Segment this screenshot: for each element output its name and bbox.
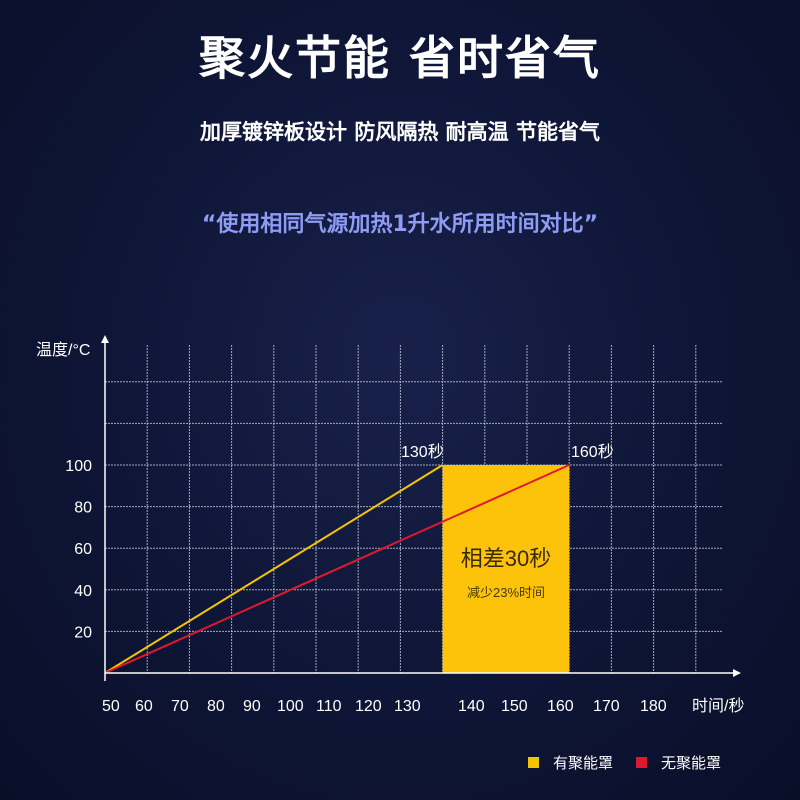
yellow-swatch-icon <box>528 757 539 768</box>
x-tick-label: 160 <box>547 698 574 715</box>
y-tick-label: 80 <box>74 500 92 517</box>
x-tick-label: 170 <box>593 698 620 715</box>
legend-item-without-cover: 无聚能罩 <box>636 752 721 773</box>
x-tick-label: 120 <box>355 698 382 715</box>
comparison-caption: “使用相同气源加热1升水所用时间对比” <box>201 212 599 237</box>
x-axis-arrow-icon <box>733 669 741 677</box>
yellow-end-label: 130秒 <box>401 443 444 461</box>
y-tick-label: 60 <box>74 541 92 558</box>
page-title: 聚火节能 省时省气 <box>198 31 601 85</box>
red-swatch-icon <box>636 757 647 768</box>
x-tick-label: 70 <box>171 698 189 715</box>
grid <box>105 345 722 673</box>
legend-item-with-cover: 有聚能罩 <box>528 752 613 773</box>
legend-label: 无聚能罩 <box>661 754 722 772</box>
difference-main-label: 相差30秒 <box>461 546 551 571</box>
x-tick-label: 80 <box>207 698 225 715</box>
axes <box>101 335 741 681</box>
x-tick-label: 150 <box>501 698 528 715</box>
x-tick-label: 90 <box>243 698 261 715</box>
series-line-with-cover <box>104 464 444 674</box>
y-tick-labels: 20 40 60 80 100 <box>65 458 92 641</box>
y-tick-label: 20 <box>74 624 92 641</box>
red-end-label: 160秒 <box>571 443 614 461</box>
x-tick-labels: 50 60 70 80 90 100 110 120 130 140 150 160 170 180 <box>102 698 667 715</box>
difference-sub-label: 减少23%时间 <box>467 585 545 600</box>
y-tick-label: 40 <box>74 583 92 600</box>
difference-region <box>442 465 570 673</box>
page-subtitle: 加厚镀锌板设计 防风隔热 耐高温 节能省气 <box>200 120 600 144</box>
x-axis-label: 时间/秒 <box>692 697 744 715</box>
x-tick-label: 180 <box>640 698 667 715</box>
series-line-without-cover <box>104 464 570 674</box>
x-tick-label: 130 <box>394 698 421 715</box>
legend-label: 有聚能罩 <box>553 754 614 772</box>
y-axis-arrow-icon <box>101 335 109 343</box>
series-lines <box>104 464 570 674</box>
x-tick-label: 100 <box>277 698 304 715</box>
x-tick-label: 110 <box>316 698 342 715</box>
y-axis-label: 温度/°C <box>36 341 90 359</box>
x-tick-label: 60 <box>135 698 153 715</box>
x-tick-label: 50 <box>102 698 120 715</box>
y-tick-label: 100 <box>65 458 92 475</box>
x-tick-label: 140 <box>458 698 485 715</box>
